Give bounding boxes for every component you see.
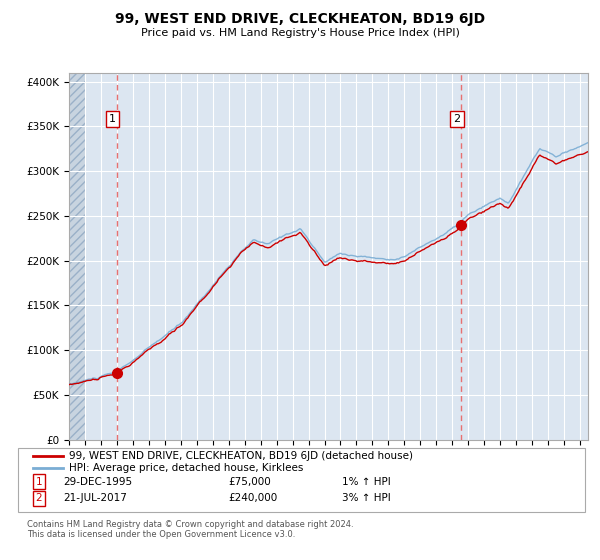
Text: Contains HM Land Registry data © Crown copyright and database right 2024.
This d: Contains HM Land Registry data © Crown c…: [27, 520, 353, 539]
Text: 99, WEST END DRIVE, CLECKHEATON, BD19 6JD: 99, WEST END DRIVE, CLECKHEATON, BD19 6J…: [115, 12, 485, 26]
Text: HPI: Average price, detached house, Kirklees: HPI: Average price, detached house, Kirk…: [69, 463, 304, 473]
Text: 1: 1: [109, 114, 116, 124]
Text: 2: 2: [35, 493, 43, 503]
Text: 2: 2: [454, 114, 461, 124]
Text: 1: 1: [35, 477, 43, 487]
Text: 29-DEC-1995: 29-DEC-1995: [63, 477, 132, 487]
Text: Price paid vs. HM Land Registry's House Price Index (HPI): Price paid vs. HM Land Registry's House …: [140, 28, 460, 38]
Text: 21-JUL-2017: 21-JUL-2017: [63, 493, 127, 503]
Text: £75,000: £75,000: [228, 477, 271, 487]
Text: £240,000: £240,000: [228, 493, 277, 503]
Text: 3% ↑ HPI: 3% ↑ HPI: [342, 493, 391, 503]
Bar: [69, 73, 86, 440]
Text: 99, WEST END DRIVE, CLECKHEATON, BD19 6JD (detached house): 99, WEST END DRIVE, CLECKHEATON, BD19 6J…: [69, 451, 413, 461]
Text: 1% ↑ HPI: 1% ↑ HPI: [342, 477, 391, 487]
